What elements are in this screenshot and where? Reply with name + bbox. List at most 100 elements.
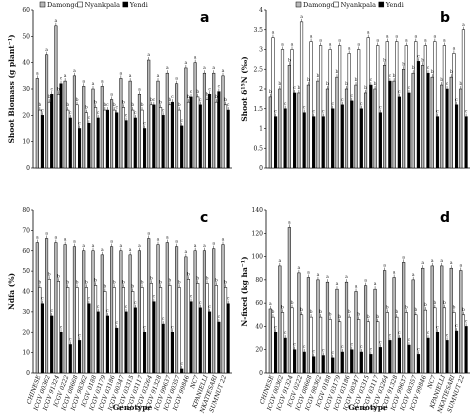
y-tick-label: 30: [22, 86, 30, 93]
bar-yendi: [388, 80, 392, 169]
bar-yendi: [445, 340, 449, 374]
significance-label: b: [405, 304, 408, 310]
bar-damongo: [91, 250, 95, 374]
legend-entry: Yendi: [129, 1, 148, 9]
bar-yendi: [50, 315, 54, 374]
significance-label: c: [341, 98, 344, 103]
bar-yendi: [369, 84, 373, 169]
significance-label: a: [374, 282, 377, 287]
significance-label: c: [446, 333, 449, 338]
significance-label: c: [379, 340, 382, 345]
significance-label: b: [424, 302, 427, 308]
bar-damongo: [156, 244, 160, 374]
legend-swatch: [122, 1, 129, 8]
bar-yendi: [189, 96, 193, 169]
bar-nyankpala: [452, 53, 456, 169]
significance-label: a: [157, 238, 160, 243]
significance-label: b: [450, 69, 453, 75]
bar-nyankpala: [357, 49, 361, 169]
significance-label: c: [218, 85, 221, 90]
significance-label: b: [402, 61, 405, 67]
significance-label: b: [113, 102, 116, 108]
bar-yendi: [68, 344, 72, 374]
y-tick-label: 60: [22, 7, 30, 14]
significance-label: b: [440, 77, 443, 83]
significance-label: c: [180, 119, 183, 124]
y-tick-label: 60: [255, 300, 263, 307]
bar-nyankpala: [423, 45, 427, 169]
significance-label: b: [300, 307, 303, 313]
significance-label: c: [293, 86, 296, 91]
significance-label: c: [303, 345, 306, 350]
bar-damongo: [335, 76, 339, 169]
significance-label: a: [185, 250, 188, 255]
bar-damongo: [306, 277, 310, 374]
bar-damongo: [110, 99, 114, 169]
significance-label: c: [455, 98, 458, 103]
y-tick-label: 80: [22, 207, 30, 214]
significance-label: c: [97, 111, 100, 116]
significance-label: a: [212, 242, 215, 247]
bar-nyankpala: [338, 45, 342, 169]
significance-label: b: [94, 277, 97, 283]
bar-damongo: [325, 88, 330, 169]
bar-yendi: [359, 351, 363, 374]
bar-yendi: [133, 307, 137, 374]
bar-yendi: [170, 332, 174, 374]
significance-label: b: [76, 97, 79, 103]
bar-damongo: [212, 248, 216, 374]
significance-label: c: [134, 111, 137, 116]
significance-label: a: [194, 244, 197, 249]
bar-yendi: [350, 100, 354, 169]
significance-label: a: [36, 236, 39, 241]
significance-label: c: [465, 110, 468, 115]
significance-label: b: [206, 92, 209, 98]
significance-label: a: [64, 238, 67, 243]
bar-yendi: [369, 354, 373, 374]
bar-yendi: [40, 115, 44, 169]
bar-nyankpala: [385, 41, 389, 169]
bar-damongo: [363, 92, 368, 169]
bar-nyankpala: [347, 53, 351, 169]
bar-damongo: [402, 69, 406, 169]
significance-label: b: [168, 277, 171, 283]
bar-yendi: [312, 116, 316, 169]
bar-yendi: [416, 61, 421, 169]
bar-nyankpala: [319, 45, 323, 169]
bar-damongo: [82, 86, 86, 169]
bar-yendi: [105, 315, 109, 374]
significance-label: c: [115, 321, 118, 326]
bar-yendi: [115, 327, 119, 374]
bar-nyankpala: [461, 29, 466, 169]
bar-yendi: [87, 303, 91, 374]
y-tick-label: 30: [22, 309, 30, 316]
significance-label: a: [364, 279, 367, 284]
bar-damongo: [193, 62, 197, 169]
y-tick-label: 0: [26, 370, 30, 377]
significance-label: c: [303, 106, 306, 111]
significance-label: a: [336, 282, 339, 287]
significance-label: c: [60, 325, 63, 330]
bar-yendi: [152, 301, 156, 374]
bar-yendi: [340, 351, 344, 374]
y-tick-label: 60: [22, 248, 30, 255]
bar-damongo: [100, 254, 104, 374]
x-axis-label: Genotype: [348, 403, 388, 412]
significance-label: a: [319, 39, 322, 44]
significance-label: c: [360, 345, 363, 350]
bar-nyankpala: [395, 41, 399, 169]
significance-label: a: [147, 232, 150, 237]
bar-yendi: [397, 337, 401, 374]
significance-label: a: [434, 35, 437, 40]
y-tick-label: 0.5: [253, 145, 263, 152]
y-tick-label: 10: [22, 350, 30, 357]
bar-damongo: [137, 250, 141, 374]
significance-label: c: [370, 347, 373, 352]
bar-damongo: [383, 65, 387, 169]
bar-damongo: [325, 281, 330, 374]
bar-nyankpala: [205, 99, 209, 169]
significance-label: c: [227, 103, 230, 108]
significance-label: b: [272, 309, 275, 315]
significance-label: c: [134, 301, 137, 306]
significance-label: a: [166, 66, 169, 71]
